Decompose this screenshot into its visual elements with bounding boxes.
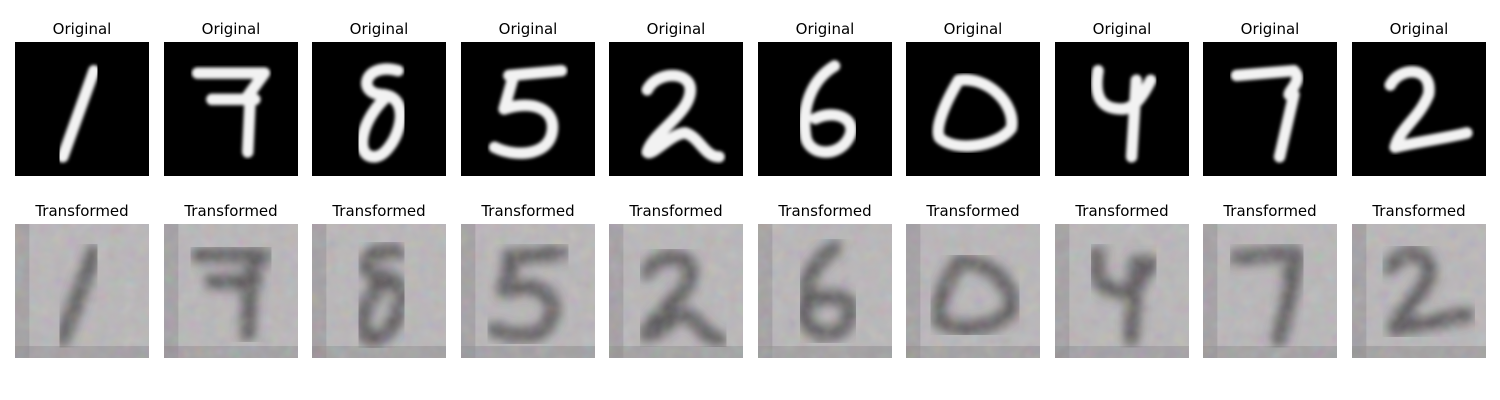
original-digit-image <box>758 42 892 176</box>
original-digit-image <box>15 42 149 176</box>
original-title: Original <box>1240 20 1300 38</box>
original-title: Original <box>1092 20 1152 38</box>
transformed-digit-image <box>906 224 1040 358</box>
original-title: Original <box>349 20 409 38</box>
original-digit-image <box>1055 42 1189 176</box>
transformed-title: Transformed <box>1372 202 1466 220</box>
original-title: Original <box>943 20 1003 38</box>
original-title: Original <box>201 20 261 38</box>
transformed-title: Transformed <box>926 202 1020 220</box>
transformed-title: Transformed <box>184 202 278 220</box>
original-digit-image <box>906 42 1040 176</box>
transformed-digit-image <box>164 224 298 358</box>
original-title: Original <box>498 20 558 38</box>
transformed-digit-image <box>1203 224 1337 358</box>
original-digit-image <box>312 42 446 176</box>
transformed-digit-image <box>15 224 149 358</box>
transformed-title: Transformed <box>778 202 872 220</box>
transformed-title: Transformed <box>1223 202 1317 220</box>
original-title: Original <box>646 20 706 38</box>
transformed-digit-image <box>1352 224 1486 358</box>
original-title: Original <box>795 20 855 38</box>
transformed-title: Transformed <box>35 202 129 220</box>
transformed-title: Transformed <box>481 202 575 220</box>
transformed-digit-image <box>1055 224 1189 358</box>
transformed-title: Transformed <box>332 202 426 220</box>
transformed-title: Transformed <box>1075 202 1169 220</box>
transformed-digit-image <box>312 224 446 358</box>
original-digit-image <box>461 42 595 176</box>
original-title: Original <box>1389 20 1449 38</box>
transformed-title: Transformed <box>629 202 723 220</box>
original-title: Original <box>52 20 112 38</box>
transformed-digit-image <box>609 224 743 358</box>
original-digit-image <box>1352 42 1486 176</box>
original-digit-image <box>164 42 298 176</box>
original-digit-image <box>1203 42 1337 176</box>
transformed-digit-image <box>461 224 595 358</box>
transformed-digit-image <box>758 224 892 358</box>
original-digit-image <box>609 42 743 176</box>
